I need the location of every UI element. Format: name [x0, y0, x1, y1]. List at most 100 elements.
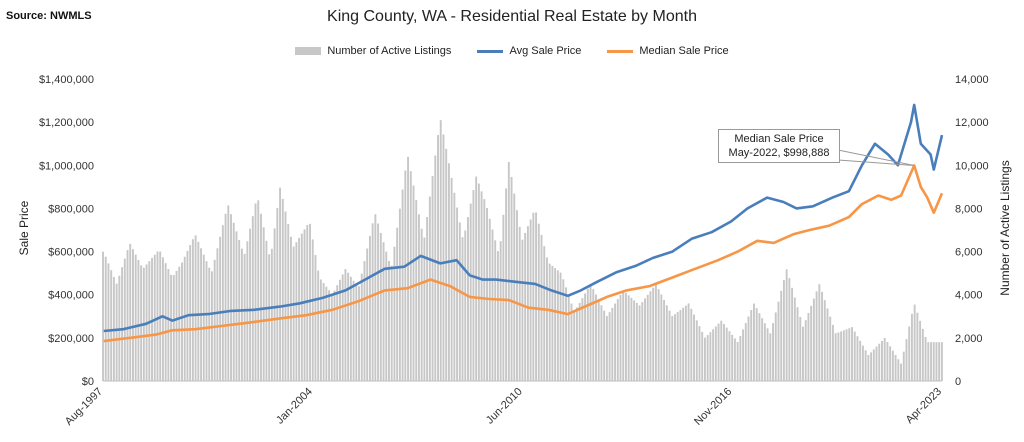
legend-swatch-listings — [295, 47, 322, 55]
listings-bar — [864, 350, 867, 381]
y-axis-title: Sale Price — [17, 200, 31, 255]
listings-bar — [772, 323, 774, 381]
listings-bar — [537, 223, 540, 381]
listings-bar — [821, 291, 824, 381]
listings-bar — [690, 308, 693, 381]
legend-label-listings: Number of Active Listings — [327, 45, 452, 57]
listings-bar — [733, 338, 736, 381]
legend: Number of Active Listings Avg Sale Price… — [0, 45, 1024, 57]
listings-bar — [848, 328, 851, 381]
listings-bar — [845, 329, 848, 381]
listings-bar — [703, 337, 706, 381]
listings-bar — [115, 283, 118, 381]
listings-bar — [260, 213, 262, 381]
listings-bar — [164, 263, 167, 381]
listings-bar — [208, 267, 211, 381]
listings-bar — [219, 236, 222, 381]
listings-bar — [940, 342, 943, 381]
listings-bar — [919, 320, 922, 381]
listings-bar — [257, 200, 260, 381]
listings-bar — [693, 314, 695, 381]
listings-bar — [319, 279, 322, 381]
annotation-leader-top — [837, 149, 915, 167]
listings-bar — [586, 288, 589, 381]
legend-label-avg: Avg Sale Price — [509, 45, 582, 57]
y-tick-label: $0 — [82, 376, 94, 388]
listings-bar — [153, 254, 156, 381]
listings-bar — [554, 268, 557, 381]
listings-bar — [132, 249, 134, 381]
listings-bar — [382, 242, 385, 381]
listings-bar — [502, 214, 505, 381]
listings-bar — [780, 290, 783, 381]
listings-bar — [486, 208, 488, 381]
listings-bar — [910, 313, 913, 381]
listings-bar — [202, 254, 205, 381]
listings-bar — [137, 259, 140, 381]
listings-bar — [404, 170, 407, 381]
y-tick-label: $200,000 — [48, 333, 94, 345]
listings-bar — [624, 292, 627, 381]
listings-bar — [567, 295, 570, 381]
listings-bar — [573, 311, 576, 381]
listings-bar — [306, 225, 309, 381]
listings-bar — [464, 230, 467, 381]
listings-bar — [548, 263, 551, 381]
listings-bar — [589, 284, 592, 381]
listings-bar — [905, 339, 908, 381]
listings-bar — [646, 294, 649, 381]
legend-item-listings: Number of Active Listings — [295, 45, 451, 57]
listings-bar — [559, 272, 562, 381]
listings-bar — [753, 303, 755, 381]
listings-bar — [714, 326, 717, 381]
listings-bar — [377, 223, 380, 381]
y-tick-label: $1,400,000 — [39, 74, 94, 86]
listings-bar — [913, 304, 916, 381]
listings-bar — [213, 259, 216, 381]
x-tick-label: Jun-2010 — [484, 386, 525, 427]
listings-bar — [834, 333, 837, 381]
listings-bar — [679, 309, 682, 381]
listings-bar — [840, 331, 843, 381]
listings-bar — [140, 265, 143, 381]
listings-bar — [649, 291, 652, 381]
listings-bar — [240, 248, 243, 381]
listings-bar — [516, 210, 518, 381]
listings-bar — [654, 284, 657, 381]
legend-swatch-avg — [477, 49, 504, 53]
listings-bar — [322, 283, 325, 381]
listings-bar — [668, 310, 671, 381]
listings-bar — [507, 162, 510, 381]
legend-item-median: Median Sale Price — [607, 45, 729, 57]
listings-bar — [712, 329, 715, 381]
listings-bar — [205, 261, 208, 381]
listings-bar — [262, 227, 265, 381]
listings-bar — [894, 354, 897, 381]
listings-bar — [183, 256, 186, 381]
listings-bar — [360, 273, 363, 381]
listings-bar — [804, 320, 807, 381]
listings-bar — [535, 212, 538, 381]
listings-bar — [897, 359, 900, 381]
listings-bar — [330, 293, 333, 381]
listings-bar — [644, 298, 646, 381]
y2-tick-label: 14,000 — [955, 74, 989, 86]
listings-bar — [126, 250, 129, 381]
listings-bar — [189, 245, 192, 381]
annotation-line1: Median Sale Price — [734, 133, 824, 145]
listings-bar — [720, 320, 723, 381]
listings-bar — [788, 278, 791, 381]
listings-bar — [303, 229, 306, 381]
listings-bar — [578, 302, 581, 381]
listings-bar — [592, 289, 595, 381]
y2-axis-title: Number of Active Listings — [998, 160, 1012, 295]
listings-bar — [891, 350, 894, 381]
listings-bar — [695, 320, 698, 381]
y2-tick-label: 2,000 — [955, 333, 983, 345]
listings-bar — [785, 269, 788, 381]
listings-bar — [423, 237, 426, 381]
y2-tick-label: 10,000 — [955, 160, 989, 172]
listings-bar — [110, 270, 113, 381]
y2-tick-label: 8,000 — [955, 203, 983, 215]
